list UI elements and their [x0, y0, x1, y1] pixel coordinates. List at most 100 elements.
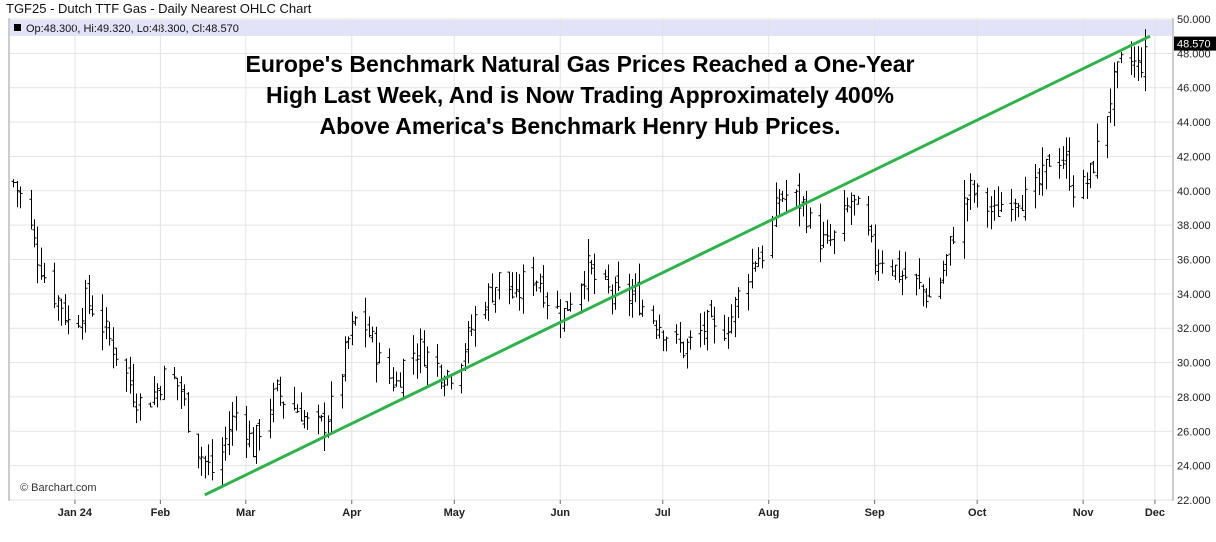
ohlc-bar: [1105, 116, 1110, 159]
ohlc-bar: [1095, 123, 1100, 179]
ohlc-bar: [630, 279, 635, 318]
ohlc-bar: [367, 316, 372, 338]
ohlc-bar: [541, 265, 546, 308]
ohlc-bar: [951, 226, 956, 245]
ohlc-bar: [685, 338, 690, 369]
ohlc-bar: [223, 426, 228, 461]
ohlc-bar: [1016, 203, 1021, 218]
ohlc-bar: [753, 261, 758, 272]
ohlc-bar: [435, 344, 440, 377]
ohlc-bar: [363, 297, 368, 348]
ohlc-bar: [801, 196, 806, 217]
x-tick-label: Oct: [968, 507, 987, 519]
ohlc-bar: [897, 250, 902, 283]
ohlc-bar: [305, 412, 310, 430]
ohlc-bar: [828, 224, 833, 246]
y-tick-label: 50.000: [1177, 14, 1211, 26]
last-price-badge: [1174, 36, 1216, 51]
ohlc-bar: [736, 287, 741, 319]
ohlc-bar: [391, 367, 396, 392]
ohlc-bar: [1023, 176, 1028, 221]
ohlc-bar: [750, 248, 755, 289]
info-band: [10, 20, 1172, 36]
y-tick-label: 46.000: [1177, 83, 1211, 95]
y-tick-label: 28.000: [1177, 392, 1211, 404]
ohlc-bar: [873, 224, 878, 275]
ohlc-bar: [1132, 46, 1137, 78]
ohlc-bar: [917, 258, 922, 290]
ohlc-bar: [1091, 160, 1096, 174]
ohlc-bar: [1067, 137, 1072, 191]
ohlc-bar: [989, 196, 994, 230]
ohlc-bar: [377, 342, 382, 364]
ohlc-bar: [186, 392, 191, 433]
ohlc-bar: [234, 396, 239, 431]
ohlc-bar: [733, 296, 738, 338]
ohlc-bars: [11, 29, 1148, 488]
ohlc-bar: [688, 330, 693, 350]
ohlc-bar: [538, 273, 543, 293]
ohlc-bar: [890, 259, 895, 276]
ohlc-bar: [975, 183, 980, 208]
annotation-line-1: Europe's Benchmark Natural Gas Prices Re…: [245, 51, 915, 77]
ohlc-bar: [59, 298, 64, 326]
ohlc-bar: [965, 197, 970, 222]
ohlc-bar: [299, 392, 304, 422]
ohlc-bar: [893, 264, 898, 281]
grid: [10, 18, 1172, 501]
ohlc-bar: [534, 280, 539, 292]
x-tick-label: Jan 24: [58, 507, 93, 519]
y-tick-label: 30.000: [1177, 358, 1211, 370]
ohlc-bar: [924, 288, 929, 308]
y-tick-label: 44.000: [1177, 117, 1211, 129]
ohlc-bar: [555, 290, 560, 309]
ohlc-bar: [746, 273, 751, 311]
ohlc-bar: [1037, 168, 1042, 195]
ohlc-bar: [210, 439, 215, 481]
ohlc-bar: [1081, 169, 1086, 200]
ohlc-bar: [589, 259, 594, 275]
ohlc-bar: [510, 272, 515, 299]
x-tick-label: Nov: [1073, 507, 1095, 519]
ohlc-bar: [104, 307, 109, 340]
ohlc-bar: [880, 250, 885, 274]
ohlc-bar: [1071, 175, 1076, 208]
ohlc-bar: [698, 313, 703, 348]
ohlc-bar: [1088, 162, 1093, 189]
ohlc-bar: [586, 239, 591, 302]
ohlc-bar: [852, 194, 857, 216]
ohlc-bar: [29, 189, 34, 230]
ohlc-bar: [128, 356, 133, 394]
ohlc-bar: [439, 364, 444, 389]
ohlc-bar: [469, 314, 474, 337]
ohlc-bar: [1064, 137, 1069, 179]
ohlc-bar: [66, 305, 71, 335]
ohlc-bar: [603, 269, 608, 281]
ohlc-bar: [32, 219, 37, 248]
ohlc-bar: [35, 226, 40, 284]
ohlc-bar: [921, 284, 926, 307]
ohlc-bar: [220, 437, 225, 488]
ohlc-bar: [425, 346, 430, 386]
ohlc-bar: [162, 365, 167, 401]
ohlc-bar: [63, 294, 68, 325]
ohlc-bar: [654, 320, 659, 339]
ohlc-bar: [938, 277, 943, 300]
ohlc-bar: [777, 188, 782, 216]
ohlc-bar: [709, 299, 714, 318]
ohlc-bar: [869, 224, 874, 243]
ohlc-bar: [138, 393, 143, 421]
ohlc-bar: [295, 404, 300, 413]
ohlc-bar: [257, 418, 262, 451]
ohlc-bar: [271, 382, 276, 423]
ohlc-bar: [158, 386, 163, 401]
ohlc-bar: [729, 304, 734, 334]
ohlc-bar: [463, 343, 468, 371]
ohlc-info: Op:48.300, Hi:49.320, Lo:48.300, Cl:48.5…: [26, 23, 239, 35]
x-tick-label: May: [444, 507, 466, 519]
ohlc-bar: [387, 348, 392, 385]
ohlc-bar: [832, 230, 837, 255]
ohlc-bar: [1040, 147, 1045, 196]
ohlc-bar: [206, 444, 211, 476]
